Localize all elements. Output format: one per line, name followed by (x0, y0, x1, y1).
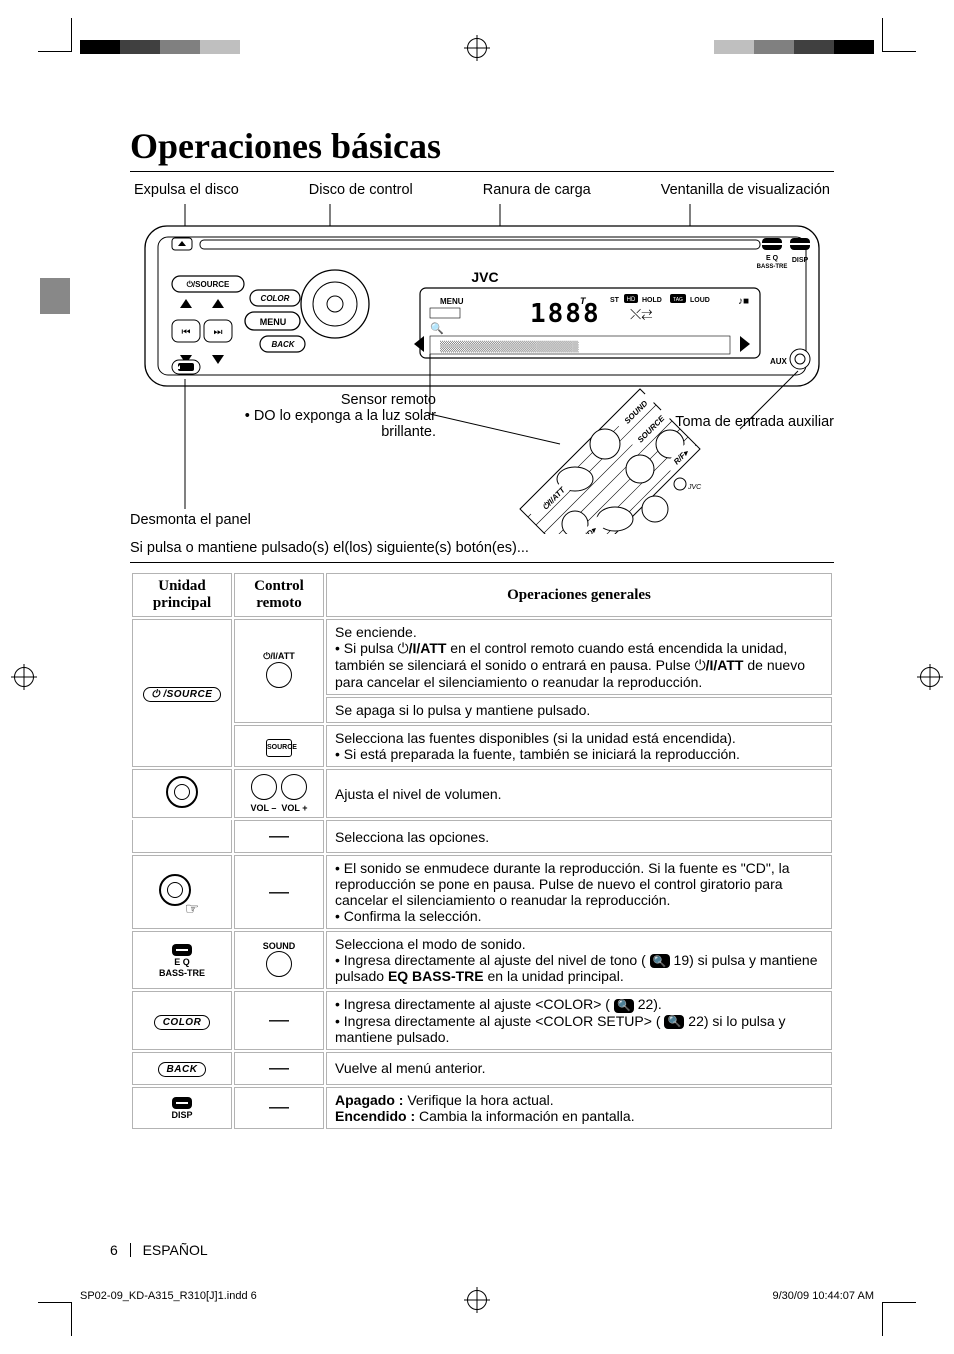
print-reg-right (920, 667, 940, 687)
crop-mark-tr (882, 18, 916, 52)
label-sensor: Sensor remoto • DO lo exponga a la luz s… (196, 392, 436, 440)
side-thumb-tab (40, 278, 70, 314)
crop-mark-bl (38, 1302, 72, 1336)
print-reg-bar-tr (714, 40, 874, 54)
crop-mark-br (882, 1302, 916, 1336)
svg-text:DISP: DISP (792, 257, 809, 264)
label-display: Ventanilla de visualización (661, 182, 830, 198)
svg-text:MENU: MENU (260, 317, 287, 327)
svg-text:COLOR: COLOR (261, 294, 290, 303)
svg-text:TAG: TAG (673, 297, 683, 303)
unit-cell: DISP (132, 1087, 232, 1129)
label-aux: Toma de entrada auxiliar (675, 414, 834, 430)
device-diagram: E Q BASS-TRE DISP ⏻/SOURCE ⏮ ⏭ COLOR (130, 204, 834, 534)
svg-text:JVC: JVC (687, 484, 702, 491)
op-cell: Se apaga si lo pulsa y mantiene pulsado. (326, 697, 832, 723)
svg-text:E Q: E Q (766, 255, 779, 262)
table-row: SOURCE Selecciona las fuentes disponible… (132, 725, 832, 767)
print-reg-left (14, 667, 34, 687)
page-content: Operaciones básicas Expulsa el disco Dis… (130, 125, 834, 1274)
svg-text:LOUD: LOUD (690, 297, 710, 304)
unit-cell: ☞ (132, 855, 232, 929)
op-cell: Selecciona las fuentes disponibles (si l… (326, 725, 832, 767)
op-cell: Selecciona el modo de sonido.• Ingresa d… (326, 931, 832, 989)
svg-text:HOLD: HOLD (642, 297, 662, 304)
print-file: SP02-09_KD-A315_R310[J]1.indd 6 (80, 1290, 257, 1302)
th-unit: Unidadprincipal (132, 573, 232, 617)
remote-cell: SOUND (234, 931, 324, 989)
operations-table: Unidadprincipal Controlremoto Operacione… (130, 571, 834, 1131)
op-cell: Se enciende.• Si pulsa ⏻/I/ATT en el con… (326, 619, 832, 695)
print-info: SP02-09_KD-A315_R310[J]1.indd 6 9/30/09 … (80, 1290, 874, 1302)
remote-cell: SOURCE (234, 725, 324, 767)
svg-text:AUX: AUX (770, 357, 788, 366)
remote-cell: VOL – VOL + (234, 769, 324, 818)
table-row: BACK — Vuelve al menú anterior. (132, 1052, 832, 1085)
table-row: DISP — Apagado : Verifique la hora actua… (132, 1087, 832, 1129)
op-cell: Apagado : Verifique la hora actual.Encen… (326, 1087, 832, 1129)
remote-cell: ⏻/I/ATT (234, 619, 324, 723)
table-row: ⏻ /SOURCE ⏻/I/ATT Se enciende.• Si pulsa… (132, 619, 832, 695)
svg-text:⤬⇄: ⤬⇄ (630, 306, 652, 322)
svg-text:1888: 1888 (530, 299, 601, 329)
print-reg-bar-tl (80, 40, 240, 54)
th-remote: Controlremoto (234, 573, 324, 617)
svg-text:JVC: JVC (471, 269, 498, 285)
page-footer: 6 ESPAÑOL (110, 1242, 208, 1258)
print-reg-top (467, 38, 487, 58)
title-rule (130, 171, 834, 172)
remote-cell: — (234, 820, 324, 853)
op-cell: Selecciona las opciones. (326, 820, 832, 853)
unit-cell: ⏻ /SOURCE (132, 619, 232, 767)
page-number: 6 (110, 1242, 118, 1258)
intro-text: Si pulsa o mantiene pulsado(s) el(los) s… (130, 540, 834, 563)
unit-cell: COLOR (132, 991, 232, 1050)
table-row: ☞ — • El sonido se enmudece durante la r… (132, 855, 832, 929)
svg-text:🔍: 🔍 (430, 321, 444, 335)
svg-text:BASS-TRE: BASS-TRE (757, 264, 788, 270)
diagram-top-labels: Expulsa el disco Disco de control Ranura… (130, 180, 834, 204)
table-row: VOL – VOL + Ajusta el nivel de volumen. (132, 769, 832, 818)
svg-text:HD: HD (627, 297, 636, 303)
remote-cell: — (234, 1052, 324, 1085)
svg-text:▒▒▒▒▒▒▒▒▒▒▒▒▒▒▒▒▒▒▒▒▒▒▒: ▒▒▒▒▒▒▒▒▒▒▒▒▒▒▒▒▒▒▒▒▒▒▒ (440, 340, 579, 353)
unit-cell: BACK (132, 1052, 232, 1085)
table-row: — Selecciona las opciones. (132, 820, 832, 853)
label-eject: Expulsa el disco (134, 182, 239, 198)
svg-text:⏭: ⏭ (214, 327, 223, 338)
th-ops: Operaciones generales (326, 573, 832, 617)
label-control-dial: Disco de control (309, 182, 413, 198)
svg-text:♪■: ♪■ (738, 296, 749, 307)
op-cell: Vuelve al menú anterior. (326, 1052, 832, 1085)
svg-text:BACK: BACK (271, 340, 295, 349)
label-loading-slot: Ranura de carga (483, 182, 591, 198)
svg-text:ST: ST (610, 297, 620, 304)
page-title: Operaciones básicas (130, 125, 834, 167)
unit-cell (132, 820, 232, 853)
table-row: COLOR — • Ingresa directamente al ajuste… (132, 991, 832, 1050)
op-cell: Ajusta el nivel de volumen. (326, 769, 832, 818)
svg-text:⏮: ⏮ (182, 327, 191, 338)
remote-cell: — (234, 991, 324, 1050)
manual-page: Operaciones básicas Expulsa el disco Dis… (0, 0, 954, 1354)
op-cell: • Ingresa directamente al ajuste <COLOR>… (326, 991, 832, 1050)
remote-cell: — (234, 1087, 324, 1129)
op-cell: • El sonido se enmudece durante la repro… (326, 855, 832, 929)
label-detach: Desmonta el panel (130, 512, 251, 528)
crop-mark-tl (38, 18, 72, 52)
svg-text:MENU: MENU (440, 297, 464, 306)
svg-text:⏻/SOURCE: ⏻/SOURCE (187, 280, 230, 289)
unit-cell (132, 769, 232, 818)
remote-cell: — (234, 855, 324, 929)
page-lang: ESPAÑOL (143, 1242, 208, 1258)
table-row: E QBASS-TRE SOUND Selecciona el modo de … (132, 931, 832, 989)
print-stamp: 9/30/09 10:44:07 AM (772, 1290, 874, 1302)
unit-cell: E QBASS-TRE (132, 931, 232, 989)
